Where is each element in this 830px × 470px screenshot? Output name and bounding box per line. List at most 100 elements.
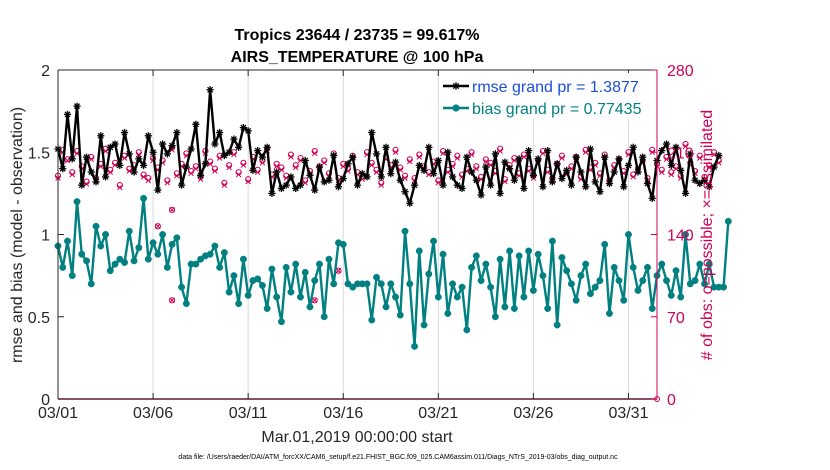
assimilated-obs-point — [193, 165, 199, 172]
rmse-point — [596, 188, 604, 196]
assimilated-obs-point — [668, 171, 675, 178]
y-right-tick-label: 280 — [667, 63, 694, 80]
bias-point — [567, 280, 575, 288]
bias-point — [92, 222, 100, 230]
bias-point — [663, 277, 670, 285]
rmse-point — [710, 163, 718, 171]
rmse-point — [139, 161, 148, 170]
chart-subtitle: AIRS_TEMPERATURE @ 100 hPa — [231, 49, 484, 66]
bias-point — [648, 305, 656, 312]
assimilated-obs-point — [582, 149, 589, 156]
rmse-point — [453, 181, 461, 189]
bias-point — [620, 296, 628, 304]
rmse-point — [501, 158, 509, 166]
x-tick-label: 03/26 — [513, 405, 553, 422]
assimilated-obs-point — [98, 163, 104, 170]
rmse-point — [311, 186, 319, 194]
legend-bias-label: bias grand pr = 0.77435 — [472, 101, 642, 118]
x-tick-label: 03/01 — [38, 405, 78, 422]
rmse-point — [82, 153, 91, 161]
y-axis-left-label: rmse and bias (model - observation) — [9, 107, 26, 363]
bias-point — [144, 255, 152, 263]
rmse-point — [563, 166, 571, 174]
rmse-point — [111, 140, 119, 148]
rmse-point — [553, 160, 561, 168]
bias-point — [297, 293, 304, 301]
assimilated-obs-point — [273, 163, 280, 170]
bias-point — [553, 321, 561, 329]
assimilated-obs-point — [697, 155, 703, 161]
assimilated-obs-point — [373, 169, 380, 175]
rmse-point — [458, 184, 466, 193]
bias-point — [677, 293, 685, 301]
bias-point — [140, 194, 148, 202]
rmse-point — [87, 168, 95, 176]
rmse-point — [420, 166, 428, 174]
y-left-tick-label: 1 — [41, 228, 50, 245]
bias-point — [720, 283, 728, 291]
bias-point — [116, 255, 124, 263]
rmse-point — [515, 155, 523, 163]
rmse-point — [101, 173, 110, 181]
assimilated-obs-point — [240, 162, 247, 168]
rmse-point — [353, 181, 362, 189]
bias-point — [667, 291, 675, 299]
rmse-point — [610, 168, 618, 176]
bias-point — [420, 321, 428, 329]
chart-axes: 03/01 03/06 03/11 03/16 03/21 03/26 03/31 0 0.5 1… — [28, 63, 694, 422]
rmse-point — [192, 120, 200, 128]
rmse-point — [677, 166, 685, 174]
assimilated-obs-point — [226, 164, 232, 171]
bias-point — [235, 300, 243, 308]
bias-point — [591, 283, 599, 291]
bias-point — [520, 293, 528, 301]
rmse-point — [287, 173, 295, 181]
rmse-point — [529, 171, 537, 179]
rmse-point — [206, 86, 214, 94]
rmse-point — [629, 143, 637, 151]
bias-point — [434, 293, 442, 301]
rmse-point — [201, 160, 209, 168]
bias-point — [582, 260, 590, 268]
rmse-point — [577, 168, 585, 176]
rmse-point — [78, 181, 86, 189]
rmse-point — [344, 160, 352, 168]
annotation-cross — [311, 297, 318, 304]
rmse-point — [282, 181, 290, 189]
y-left-tick-label: 0.5 — [28, 310, 50, 327]
x-tick-label: 03/31 — [608, 405, 648, 422]
bias-point — [273, 293, 281, 301]
rmse-point — [715, 151, 723, 160]
bias-point — [615, 277, 623, 285]
y-right-tick-label: 140 — [667, 228, 694, 245]
bias-point — [586, 290, 594, 298]
rmse-point — [681, 189, 690, 197]
assimilated-obs-point — [126, 168, 133, 174]
bias-point — [501, 303, 509, 311]
assimilated-obs-point — [340, 163, 346, 170]
bias-point — [534, 250, 542, 258]
bias-point — [211, 242, 219, 250]
bias-point — [258, 282, 266, 289]
assimilated-obs-point — [188, 170, 194, 177]
rmse-point — [301, 156, 309, 165]
rmse-point — [586, 145, 595, 153]
rmse-point — [334, 183, 343, 191]
rmse-point — [401, 188, 409, 196]
bias-point — [83, 257, 90, 265]
bias-point — [449, 280, 457, 288]
bias-point — [439, 250, 447, 258]
bias-point — [59, 263, 67, 271]
assimilated-obs-point — [321, 160, 327, 166]
rmse-point — [634, 168, 642, 176]
rmse-point — [591, 178, 599, 186]
bias-point — [306, 303, 314, 311]
bias-point — [672, 267, 680, 275]
assimilated-obs-point — [663, 156, 670, 163]
y-left-tick-label: 0 — [41, 392, 50, 409]
bias-point — [97, 242, 105, 250]
bias-point — [382, 303, 390, 311]
rmse-point — [648, 194, 656, 202]
assimilated-obs-point — [292, 164, 299, 171]
